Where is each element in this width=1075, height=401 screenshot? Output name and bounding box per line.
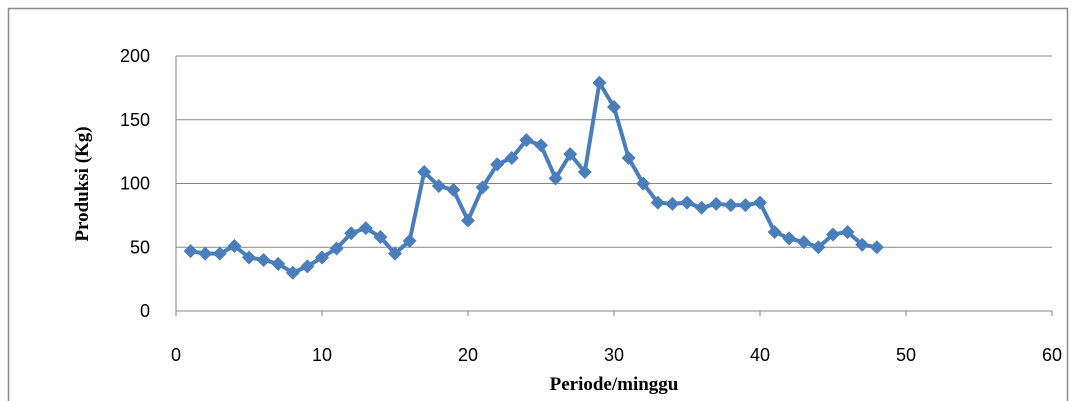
x-tick-label: 50	[896, 345, 916, 365]
data-point	[358, 221, 373, 236]
y-tick-label: 0	[140, 301, 150, 321]
data-point	[869, 240, 884, 255]
data-point	[402, 233, 417, 248]
data-point	[592, 75, 607, 90]
data-point	[212, 246, 227, 261]
x-tick-label: 0	[171, 345, 181, 365]
data-point	[417, 165, 432, 180]
data-point	[227, 238, 242, 253]
chart-frame	[7, 7, 1069, 401]
data-point	[490, 157, 505, 172]
data-point	[723, 198, 738, 213]
data-point	[811, 240, 826, 255]
data-point	[329, 241, 344, 256]
y-tick-label: 200	[120, 46, 150, 66]
data-line	[190, 80, 878, 275]
x-tick-label: 10	[312, 345, 332, 365]
y-tick-label: 50	[130, 237, 150, 257]
y-tick-label: 150	[120, 110, 150, 130]
data-point	[242, 250, 256, 265]
data-point	[665, 196, 680, 211]
x-tick-label: 40	[750, 345, 770, 365]
data-point	[344, 226, 359, 241]
data-point	[300, 259, 315, 274]
data-point	[621, 151, 636, 165]
data-point	[271, 256, 286, 271]
data-point	[548, 171, 563, 186]
data-point	[373, 230, 388, 245]
data-point	[753, 195, 767, 210]
data-point	[256, 253, 271, 267]
data-point	[738, 198, 753, 213]
data-point	[650, 195, 665, 210]
data-point	[855, 237, 870, 252]
y-axis-title: Produksi (Kg)	[72, 126, 93, 241]
data-point	[826, 227, 840, 242]
data-point	[183, 244, 198, 259]
data-point	[519, 133, 534, 148]
y-tick-label: 100	[120, 174, 150, 194]
x-tick-label: 20	[458, 345, 478, 365]
data-point	[315, 250, 329, 265]
data-point	[840, 224, 855, 239]
data-point	[694, 200, 709, 215]
x-axis-title: Periode/minggu	[550, 374, 679, 395]
x-tick-label: 60	[1042, 345, 1062, 365]
data-point	[782, 231, 797, 246]
data-point	[475, 180, 490, 195]
data-point	[577, 165, 592, 180]
data-point	[767, 224, 782, 239]
data-point	[198, 246, 213, 261]
data-point	[504, 151, 519, 165]
data-point	[563, 147, 578, 162]
data-point	[388, 246, 402, 261]
data-point	[431, 179, 446, 194]
data-point	[607, 100, 621, 114]
data-point	[709, 196, 724, 211]
data-point	[796, 235, 811, 250]
data-point	[285, 265, 300, 280]
data-point	[680, 195, 694, 210]
data-point	[461, 213, 475, 228]
data-point	[636, 176, 651, 191]
data-point	[446, 182, 461, 197]
data-point	[534, 138, 548, 153]
x-tick-label: 30	[604, 345, 624, 365]
